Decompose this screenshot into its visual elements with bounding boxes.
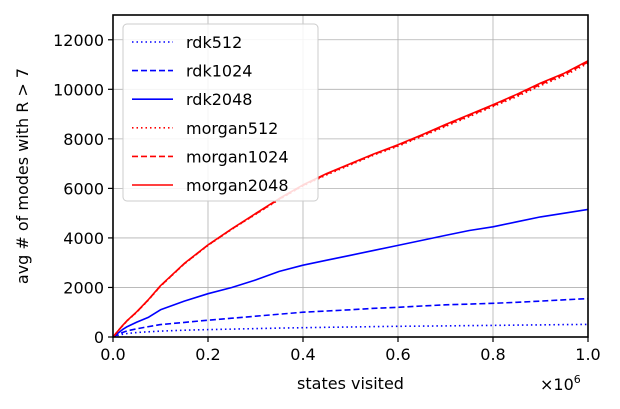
series-line-rdk2048 [112,208,589,338]
legend-label-rdk2048: rdk2048 [186,90,252,109]
y-tick-label: 8000 [63,130,104,149]
x-tick-label: 0.8 [480,345,505,364]
y-tick-label: 6000 [63,179,104,198]
x-tick-label: 0.0 [100,345,125,364]
legend-label-morgan1024: morgan1024 [186,147,289,166]
legend-label-morgan512: morgan512 [186,119,278,138]
series-line-rdk1024 [112,297,589,338]
x-axis-multiplier: ×106 [540,373,581,394]
legend-label-rdk1024: rdk1024 [186,62,252,81]
y-tick-label: 2000 [63,278,104,297]
legend-label-rdk512: rdk512 [186,33,242,52]
x-tick-label: 1.0 [575,345,600,364]
legend-label-morgan2048: morgan2048 [186,176,289,195]
y-axis-label: avg # of modes with R > 7 [13,68,32,284]
x-tick-label: 0.2 [195,345,220,364]
ticks: 0.0 0.2 0.4 0.6 0.8 1.0 0 2000 4000 6000 8000 10000… [53,31,601,364]
x-tick-label: 0.6 [385,345,410,364]
y-tick-label: 0 [94,328,104,347]
series-line-rdk512 [112,323,589,338]
x-tick-label: 0.4 [290,345,315,364]
plot-frame [112,14,589,338]
y-tick-label: 4000 [63,229,104,248]
legend: rdk512 rdk1024 rdk2048 morgan512 morgan1024 m… [122,23,319,202]
y-tick-label: 10000 [53,80,104,99]
y-tick-label: 12000 [53,31,104,50]
x-axis-label: states visited [297,374,404,393]
